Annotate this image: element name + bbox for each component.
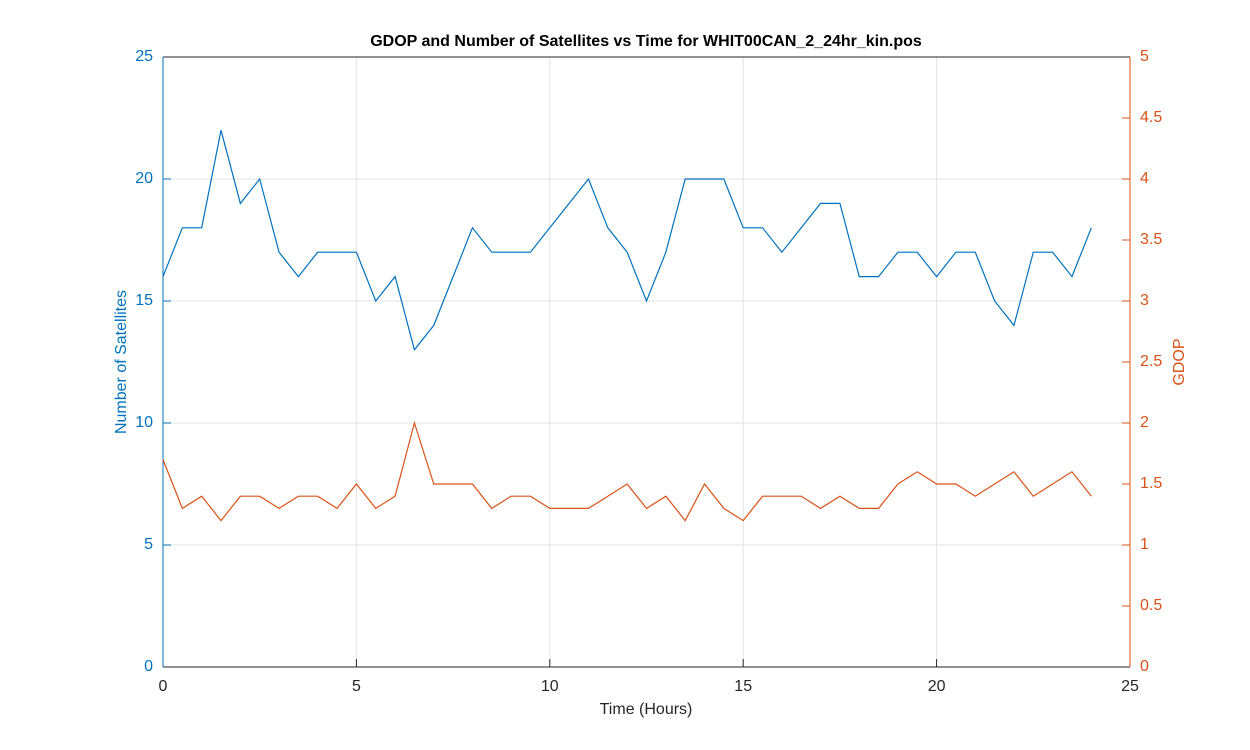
y2-tick-label: 4.5 (1140, 109, 1162, 126)
x-tick-label: 25 (1121, 678, 1139, 695)
y-tick-label: 20 (135, 170, 153, 187)
chart-title: GDOP and Number of Satellites vs Time fo… (370, 33, 922, 50)
y2-tick-label: 1 (1140, 536, 1149, 553)
x-tick-label: 15 (734, 678, 752, 695)
series-line (162, 130, 1092, 352)
y2-tick-label: 4 (1140, 170, 1149, 187)
y-tick-label: 0 (144, 658, 153, 675)
y-tick-label: 10 (135, 414, 153, 431)
x-tick-label: 20 (928, 678, 946, 695)
y-tick-label: 25 (135, 48, 153, 65)
y2-tick-label: 2.5 (1140, 353, 1162, 370)
x-axis-label: Time (Hours) (600, 701, 693, 718)
y2-axis-label: GDOP (1171, 338, 1188, 385)
y-tick-label: 5 (144, 536, 153, 553)
y2-tick-label: 2 (1140, 414, 1149, 431)
y2-tick-label: 3.5 (1140, 231, 1162, 248)
y2-tick-label: 3 (1140, 292, 1149, 309)
y-axis-label: Number of Satellites (113, 290, 130, 434)
y2-tick-label: 0.5 (1140, 597, 1162, 614)
x-tick-label: 0 (159, 678, 168, 695)
y2-tick-label: 5 (1140, 48, 1149, 65)
y2-tick-label: 1.5 (1140, 475, 1162, 492)
y-tick-label: 15 (135, 292, 153, 309)
x-tick-label: 5 (352, 678, 361, 695)
y2-tick-label: 0 (1140, 658, 1149, 675)
series-line (162, 420, 1092, 522)
x-tick-label: 10 (541, 678, 559, 695)
